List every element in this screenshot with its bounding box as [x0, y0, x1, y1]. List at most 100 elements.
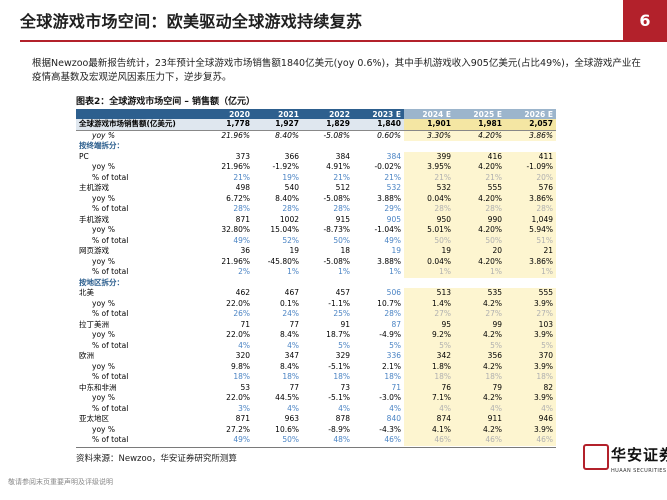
row-label: yoy % — [92, 361, 115, 371]
table-cell: 18% — [454, 372, 505, 383]
row-label: yoy % — [92, 162, 115, 171]
table-cell: 29% — [384, 204, 401, 213]
table-cell: 4.2% — [454, 361, 505, 372]
table-row: PC 373 366 384 384 399 416 411 — [76, 151, 556, 162]
table-cell: 4% — [505, 403, 556, 414]
table-row: 亚太地区 871 963 878 840 874 911 946 — [76, 414, 556, 425]
table-cell — [404, 278, 454, 289]
header-cell-label — [76, 109, 204, 119]
table-row: 中东和非洲 53 77 73 71 76 79 82 — [76, 382, 556, 393]
row-label: yoy % — [92, 256, 115, 266]
table-row: yoy % 22.0% 8.4% 18.7% -4.9% 9.2% 4.2% 3.9% — [76, 330, 556, 341]
table-cell: 20% — [505, 172, 556, 183]
table-cell: 411 — [505, 151, 556, 162]
table-cell: 103 — [505, 319, 556, 330]
row-label: % of total — [92, 372, 129, 381]
table-cell: 4.91% — [326, 162, 350, 171]
header-bar: 全球游戏市场空间：欧美驱动全球游戏持续复苏 6 — [0, 0, 667, 42]
table-cell: -8.73% — [323, 225, 350, 234]
header-cell-year: 2023 E — [353, 109, 404, 119]
table-cell: 19 — [391, 246, 401, 255]
table-row: yoy % 32.80% 15.04% -8.73% -1.04% 5.01% 4.20% 5… — [76, 225, 556, 236]
table-cell: 32.80% — [221, 225, 250, 234]
table-cell: 21% — [404, 172, 454, 183]
table-cell: 48% — [333, 435, 350, 444]
row-label: 手机游戏 — [79, 214, 109, 224]
table-cell: 4.2% — [454, 298, 505, 309]
row-label: yoy % — [92, 193, 115, 203]
table-row: % of total 21% 19% 21% 21% 21% 21% 20% — [76, 172, 556, 183]
table-cell: 50% — [404, 235, 454, 246]
table-cell: 10.7% — [377, 298, 401, 308]
table-cell: 3.88% — [377, 256, 401, 266]
table-cell: 99 — [454, 319, 505, 330]
table-row: % of total 26% 24% 25% 28% 27% 27% 27% — [76, 309, 556, 320]
table-cell: 1,901 — [404, 119, 454, 131]
table-cell: 874 — [404, 414, 454, 425]
table-cell: 8.4% — [279, 330, 299, 339]
table-cell: 46% — [505, 435, 556, 446]
table-cell: 76 — [404, 382, 454, 393]
table-cell: 77 — [289, 382, 299, 392]
table-row: yoy % 21.96% -45.80% -5.08% 3.88% 0.04% 4.20% 3… — [76, 256, 556, 267]
table-cell: 1.4% — [404, 298, 454, 309]
table-cell: 329 — [335, 351, 350, 360]
footer-disclaimer: 敬请参阅末页重要声明及评级说明 — [8, 478, 113, 486]
table-cell: 5% — [505, 340, 556, 351]
table-cell: -8.9% — [328, 424, 350, 434]
table-cell: 21% — [233, 172, 250, 182]
table-cell: 4.20% — [454, 162, 505, 173]
table-row: yoy % 21.96% -1.92% 4.91% -0.02% 3.95% 4.20% -1… — [76, 162, 556, 173]
table-cell: 540 — [284, 183, 299, 192]
header-cell-year: 2021 — [253, 109, 302, 119]
table-title: 图表2：全球游戏市场空间 – 销售额（亿元） — [76, 97, 256, 107]
table-cell: 5% — [404, 340, 454, 351]
table-cell: 4.20% — [454, 225, 505, 236]
table-cell: 15.04% — [270, 225, 299, 234]
table-cell: 1,840 — [353, 119, 404, 131]
table-cell: 384 — [335, 151, 350, 161]
table-cell: 3.9% — [505, 361, 556, 372]
row-label: % of total — [92, 204, 129, 213]
table-cell: 5.94% — [505, 225, 556, 236]
row-label: 拉丁美洲 — [79, 319, 109, 329]
table-cell: 320 — [235, 351, 250, 360]
section-row: 按地区拆分： — [76, 278, 556, 289]
table-cell: 27.2% — [226, 424, 250, 434]
table-cell: 1,778 — [204, 119, 253, 131]
table-cell — [204, 278, 253, 289]
table-cell: 2% — [238, 267, 250, 276]
table-cell: 5% — [454, 340, 505, 351]
table-cell: 4.20% — [454, 193, 505, 204]
section-row: 按终端拆分： — [76, 141, 556, 152]
table-cell — [302, 141, 353, 152]
table-cell: 347 — [284, 351, 299, 360]
table-row: % of total 4% 4% 5% 5% 5% 5% 5% — [76, 340, 556, 351]
table-cell — [302, 278, 353, 289]
table-cell: 21% — [333, 172, 350, 182]
table-cell — [505, 141, 556, 152]
logo-name: 华安证券 — [611, 446, 667, 464]
table-row: 手机游戏 871 1002 915 905 950 990 1,049 — [76, 214, 556, 225]
page-number: 6 — [623, 0, 667, 42]
table-cell: 4.2% — [454, 424, 505, 435]
row-label: % of total — [92, 435, 129, 444]
table-cell: 50% — [454, 235, 505, 246]
table-cell: 4.1% — [404, 424, 454, 435]
table-body: 全球游戏市场销售额(亿美元) 1,778 1,927 1,829 1,840 1,901 1… — [76, 119, 556, 446]
table-cell: 4.2% — [454, 330, 505, 341]
table-cell: 8.40% — [275, 130, 299, 140]
table-cell: 21 — [505, 246, 556, 257]
row-label: PC — [79, 151, 89, 161]
table-cell: 336 — [386, 351, 401, 360]
table-cell: 4% — [338, 403, 350, 413]
table-cell: 1% — [389, 267, 401, 276]
table-cell: 9.8% — [230, 361, 250, 371]
table-cell: 3.88% — [377, 193, 401, 203]
table-cell: 51% — [505, 235, 556, 246]
table-cell: -1.92% — [272, 162, 299, 171]
row-label: 亚太地区 — [79, 414, 109, 423]
table-cell: -5.08% — [323, 130, 350, 140]
table-cell: 52% — [282, 235, 299, 245]
table-cell: 535 — [454, 288, 505, 299]
